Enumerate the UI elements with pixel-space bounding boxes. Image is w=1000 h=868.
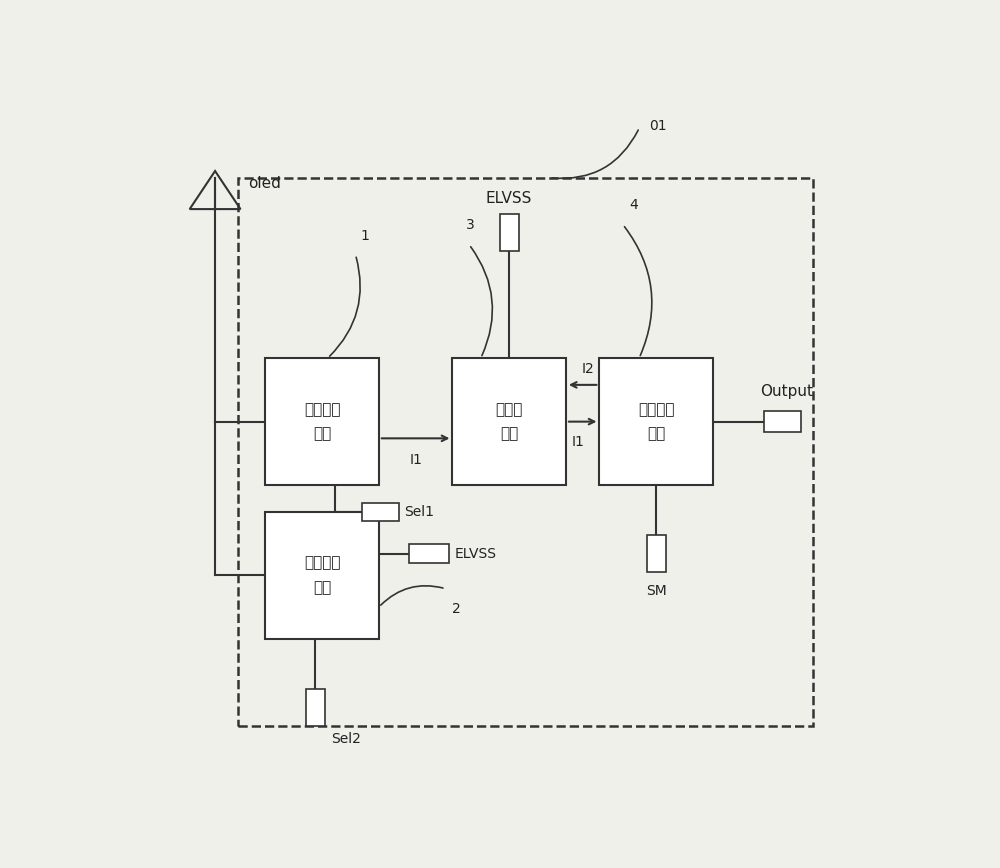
- Text: Sel1: Sel1: [404, 505, 434, 519]
- FancyBboxPatch shape: [452, 358, 566, 485]
- FancyBboxPatch shape: [647, 536, 666, 572]
- Text: SM: SM: [646, 584, 667, 598]
- FancyBboxPatch shape: [500, 214, 519, 251]
- Text: I1: I1: [571, 435, 584, 449]
- Text: 第一选通
模块: 第一选通 模块: [304, 402, 340, 442]
- Text: I1: I1: [409, 453, 422, 467]
- Text: 1: 1: [360, 228, 369, 242]
- Text: I2: I2: [581, 361, 594, 376]
- FancyBboxPatch shape: [362, 503, 399, 521]
- Text: Output: Output: [760, 384, 813, 399]
- FancyBboxPatch shape: [599, 358, 713, 485]
- Text: 电流镜
模块: 电流镜 模块: [495, 402, 523, 442]
- Text: 第二选通
模块: 第二选通 模块: [304, 556, 340, 595]
- FancyBboxPatch shape: [764, 411, 801, 432]
- FancyBboxPatch shape: [306, 689, 325, 726]
- FancyBboxPatch shape: [265, 358, 379, 485]
- Text: Sel2: Sel2: [331, 733, 361, 746]
- FancyBboxPatch shape: [265, 512, 379, 639]
- Text: 3: 3: [466, 219, 475, 233]
- Text: oled: oled: [248, 176, 281, 191]
- Text: ELVSS: ELVSS: [486, 192, 532, 207]
- Text: 4: 4: [629, 199, 638, 213]
- Text: 信号处理
模块: 信号处理 模块: [638, 402, 674, 442]
- Text: 2: 2: [452, 602, 461, 616]
- FancyBboxPatch shape: [409, 544, 449, 563]
- Text: ELVSS: ELVSS: [454, 547, 496, 561]
- Text: 01: 01: [650, 119, 667, 133]
